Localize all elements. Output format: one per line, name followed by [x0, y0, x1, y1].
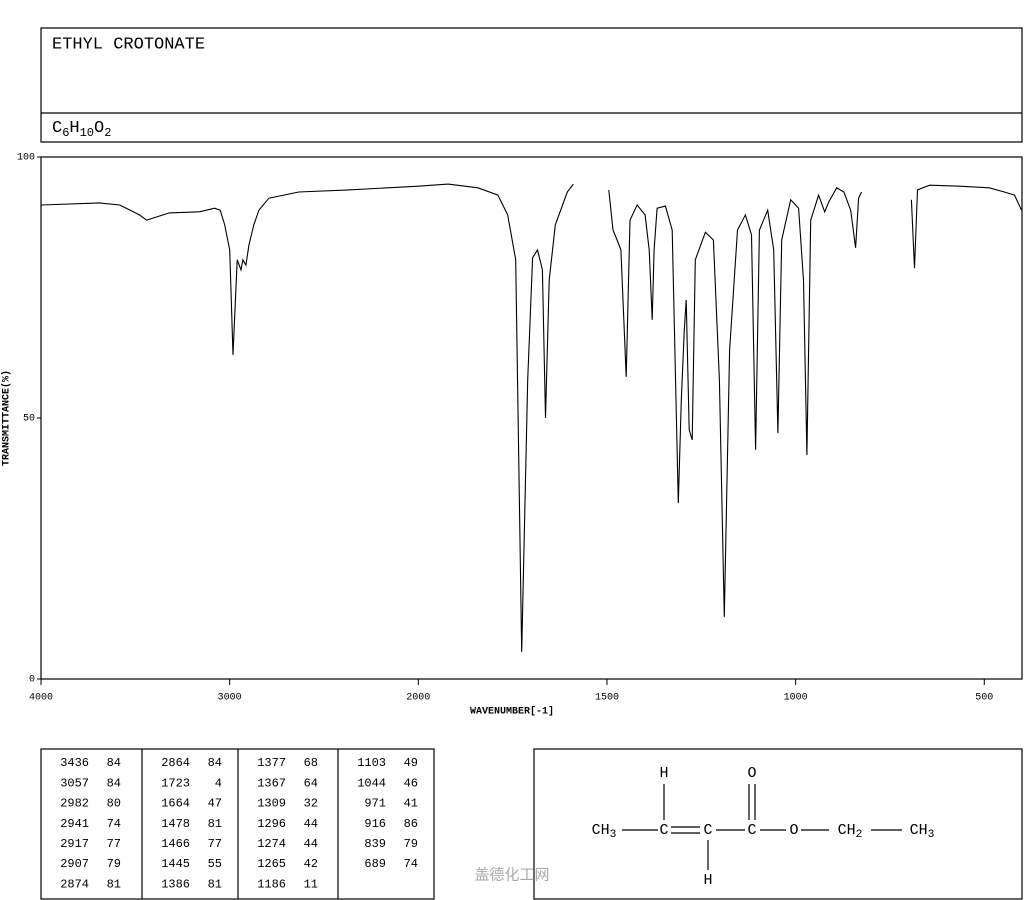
peak-wavenumber: 1103 [357, 756, 386, 770]
atom-label: CH2 [838, 822, 863, 841]
peak-transmittance: 74 [107, 817, 121, 831]
chart-title: ETHYL CROTONATE [52, 35, 205, 54]
atom-label: CH3 [592, 822, 617, 841]
peak-transmittance: 77 [208, 837, 222, 851]
atom-label: C [703, 822, 712, 839]
bonds [622, 784, 902, 870]
y-tick-label: 100 [17, 153, 35, 164]
peak-wavenumber: 1274 [257, 837, 286, 851]
watermark: 盖德化工网 [474, 866, 549, 884]
formula-part: 10 [80, 126, 94, 140]
x-tick-label: 3000 [218, 693, 242, 704]
peak-transmittance: 81 [208, 817, 222, 831]
peak-transmittance: 64 [304, 776, 318, 790]
peak-wavenumber: 1044 [357, 776, 386, 790]
peak-wavenumber: 3057 [60, 776, 89, 790]
peak-wavenumber: 1367 [257, 776, 286, 790]
peak-transmittance: 74 [404, 857, 418, 871]
peak-wavenumber: 2907 [60, 857, 89, 871]
atom-label: O [789, 822, 798, 839]
peak-wavenumber: 1445 [161, 857, 190, 871]
peak-wavenumber: 2917 [60, 837, 89, 851]
peak-transmittance: 41 [404, 797, 418, 811]
peak-transmittance: 42 [304, 857, 318, 871]
peak-wavenumber: 1466 [161, 837, 190, 851]
peak-transmittance: 84 [107, 776, 121, 790]
peak-wavenumber: 916 [364, 817, 386, 831]
peak-wavenumber: 2982 [60, 797, 89, 811]
peak-wavenumber: 1723 [161, 776, 190, 790]
formula-part: O [94, 119, 104, 138]
x-tick-label: 1500 [595, 693, 619, 704]
atom-label: H [703, 872, 712, 889]
peak-transmittance: 4 [215, 776, 222, 790]
y-axis-label: TRANSMITTANCE(%) [1, 370, 13, 466]
peak-transmittance: 86 [404, 817, 418, 831]
atom-label: C [659, 822, 668, 839]
y-tick-label: 0 [29, 675, 35, 686]
formula-part: H [69, 119, 79, 138]
y-tick-label: 50 [23, 414, 35, 425]
peak-transmittance: 46 [404, 776, 418, 790]
peak-wavenumber: 2874 [60, 877, 89, 891]
peak-transmittance: 84 [208, 756, 222, 770]
structure-box [533, 748, 1023, 900]
peak-wavenumber: 1664 [161, 797, 190, 811]
peak-transmittance: 81 [107, 877, 121, 891]
x-tick-label: 1000 [784, 693, 808, 704]
peak-transmittance: 49 [404, 756, 418, 770]
peak-transmittance: 55 [208, 857, 222, 871]
peak-wavenumber: 1386 [161, 877, 190, 891]
peak-wavenumber: 839 [364, 837, 386, 851]
x-tick-label: 4000 [29, 693, 53, 704]
peak-transmittance: 84 [107, 756, 121, 770]
peak-wavenumber: 971 [364, 797, 386, 811]
peak-wavenumber: 2941 [60, 817, 89, 831]
peak-transmittance: 80 [107, 797, 121, 811]
peak-transmittance: 81 [208, 877, 222, 891]
atom-label: CH3 [910, 822, 935, 841]
x-tick-label: 2000 [406, 693, 430, 704]
atom-label: O [747, 765, 756, 782]
atom-label: H [659, 765, 668, 782]
peak-transmittance: 79 [404, 837, 418, 851]
peak-wavenumber: 1265 [257, 857, 286, 871]
peak-transmittance: 68 [304, 756, 318, 770]
peak-transmittance: 47 [208, 797, 222, 811]
peak-transmittance: 77 [107, 837, 121, 851]
peak-wavenumber: 1478 [161, 817, 190, 831]
spectrum-line [40, 183, 1023, 652]
peak-transmittance: 79 [107, 857, 121, 871]
peak-wavenumber: 1296 [257, 817, 286, 831]
peak-wavenumber: 3436 [60, 756, 89, 770]
peak-wavenumber: 689 [364, 857, 386, 871]
peak-wavenumber: 1186 [257, 877, 286, 891]
formula-part: 2 [104, 126, 111, 140]
formula-part: C [52, 119, 62, 138]
peak-transmittance: 32 [304, 797, 318, 811]
plot-frame [40, 156, 1023, 680]
peak-transmittance: 44 [304, 837, 318, 851]
formula: C6H10O2 [52, 119, 111, 140]
peak-wavenumber: 2864 [161, 756, 190, 770]
atom-label: C [747, 822, 756, 839]
peak-wavenumber: 1309 [257, 797, 286, 811]
header-box [40, 27, 1023, 143]
x-tick-label: 500 [975, 693, 993, 704]
peak-transmittance: 11 [304, 877, 318, 891]
peak-wavenumber: 1377 [257, 756, 286, 770]
peak-transmittance: 44 [304, 817, 318, 831]
x-axis-label: WAVENUMBER[-1] [470, 706, 554, 718]
formula-part: 6 [62, 126, 69, 140]
